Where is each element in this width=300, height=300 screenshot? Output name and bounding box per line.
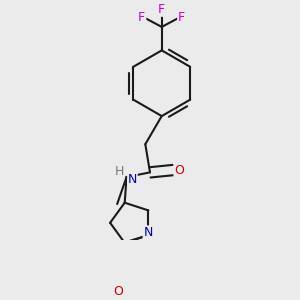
Text: O: O [174, 164, 184, 176]
Text: F: F [158, 3, 165, 16]
Text: H: H [115, 165, 124, 178]
Text: N: N [128, 173, 137, 186]
Text: F: F [178, 11, 185, 24]
Text: O: O [113, 285, 123, 298]
Text: N: N [144, 226, 153, 239]
Text: F: F [138, 11, 146, 24]
